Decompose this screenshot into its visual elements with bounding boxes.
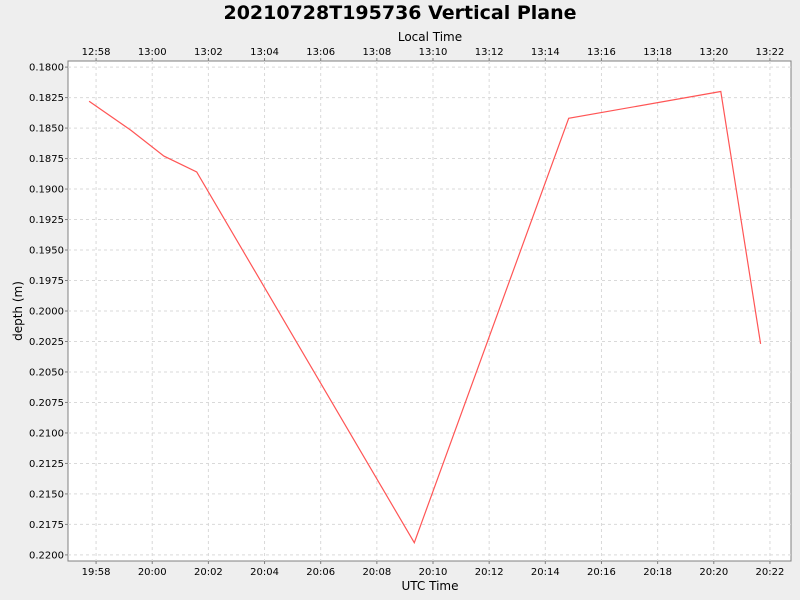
x-tick-label: 20:12 — [475, 567, 504, 578]
y-tick-label: 0.2050 — [29, 367, 64, 378]
x-tick-label: 19:58 — [82, 567, 111, 578]
grid-lines — [68, 61, 791, 561]
axis-ticks: 19:58 12:58 20:00 13:00 20:02 13:02 20:04 13:04… — [29, 47, 784, 578]
x-tick-label: 20:02 — [194, 567, 223, 578]
x2-tick-label: 13:20 — [699, 47, 728, 58]
y-tick-label: 0.2175 — [29, 520, 64, 531]
y-tick-label: 0.1825 — [29, 93, 64, 104]
x2-tick-label: 13:08 — [362, 47, 391, 58]
x2-tick-label: 13:18 — [643, 47, 672, 58]
x-tick-label: 20:20 — [699, 567, 728, 578]
x2-tick-label: 13:02 — [194, 47, 223, 58]
y-tick-label: 0.1975 — [29, 276, 64, 287]
x2-tick-label: 13:00 — [138, 47, 167, 58]
x-axis-label: UTC Time — [402, 579, 459, 593]
x2-tick-label: 13:10 — [419, 47, 448, 58]
x2-tick-label: 12:58 — [82, 47, 111, 58]
x-tick-label: 20:16 — [587, 567, 616, 578]
chart-title: 20210728T195736 Vertical Plane — [223, 2, 577, 24]
y-tick-label: 0.1850 — [29, 124, 64, 135]
y-tick-label: 0.2000 — [29, 307, 64, 318]
x2-tick-label: 13:16 — [587, 47, 616, 58]
x-tick-label: 20:06 — [306, 567, 335, 578]
x2-tick-label: 13:04 — [250, 47, 279, 58]
y-tick-label: 0.1800 — [29, 63, 64, 74]
y-tick-label: 0.2100 — [29, 428, 64, 439]
y-tick-label: 0.1900 — [29, 185, 64, 196]
series-layer — [88, 90, 762, 545]
x-tick-label: 20:14 — [531, 567, 560, 578]
x2-tick-label: 13:22 — [756, 47, 785, 58]
x-tick-label: 20:10 — [419, 567, 448, 578]
y-tick-label: 0.2125 — [29, 459, 64, 470]
y-tick-label: 0.2200 — [29, 550, 64, 561]
y-tick-label: 0.2075 — [29, 398, 64, 409]
x2-axis-label: Local Time — [398, 30, 462, 44]
x-tick-label: 20:18 — [643, 567, 672, 578]
x2-tick-label: 13:14 — [531, 47, 560, 58]
series-line — [88, 90, 762, 545]
x2-tick-label: 13:12 — [475, 47, 504, 58]
y-tick-label: 0.2025 — [29, 337, 64, 348]
x-tick-label: 20:04 — [250, 567, 279, 578]
y-tick-label: 0.1925 — [29, 215, 64, 226]
y-tick-label: 0.1875 — [29, 154, 64, 165]
x-tick-label: 20:00 — [138, 567, 167, 578]
x-tick-label: 20:22 — [756, 567, 785, 578]
y-tick-label: 0.1950 — [29, 246, 64, 257]
y-axis-label: depth (m) — [11, 281, 25, 341]
x2-tick-label: 13:06 — [306, 47, 335, 58]
x-tick-label: 20:08 — [362, 567, 391, 578]
y-tick-label: 0.2150 — [29, 489, 64, 500]
